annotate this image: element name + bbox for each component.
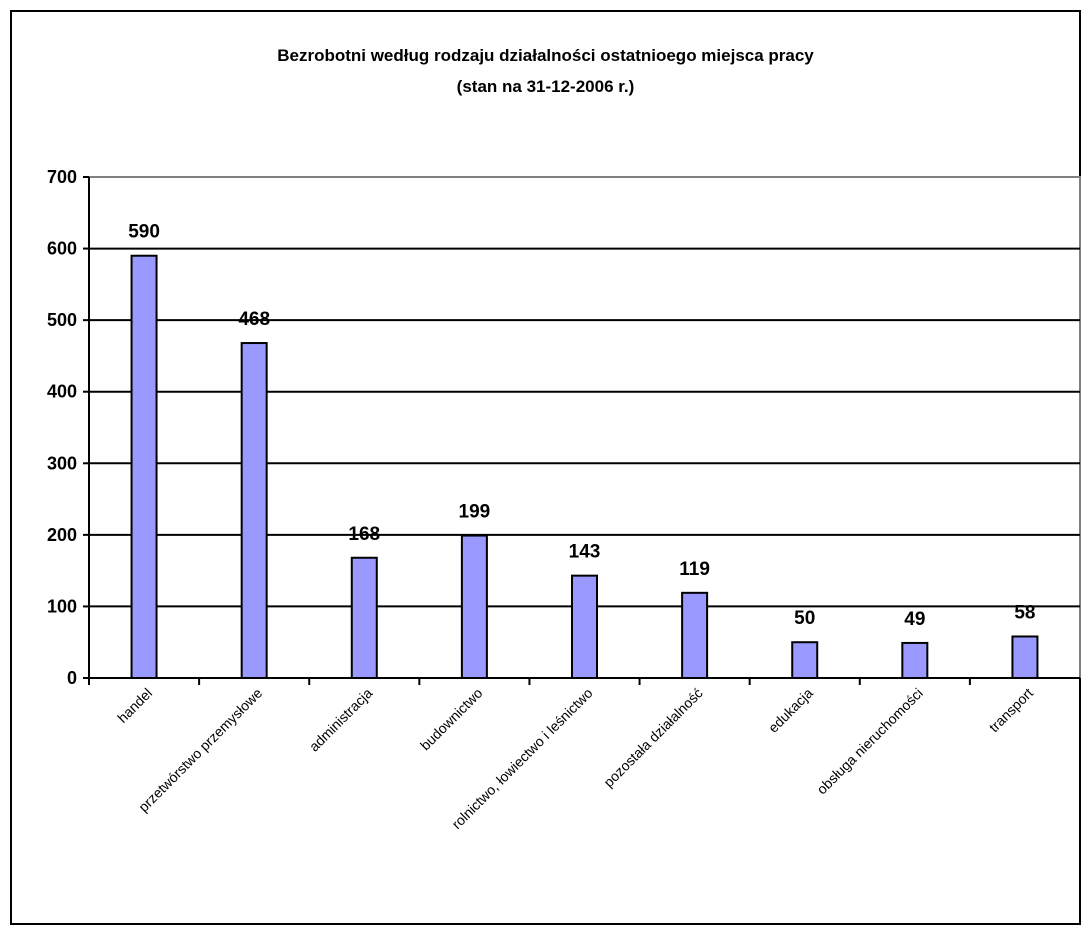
x-category-label: edukacja [765, 685, 816, 736]
bars [130, 254, 1039, 680]
x-category-label: przetwórstwo przemysłowe [135, 685, 265, 815]
x-category-label: obsługa nieruchomości [813, 685, 926, 798]
bar [681, 591, 709, 680]
chart-title: Bezrobotni według rodzaju działalności o… [277, 46, 814, 65]
bar [901, 641, 929, 679]
y-tick-label: 100 [47, 596, 77, 616]
data-label: 590 [128, 222, 160, 243]
bar [1011, 635, 1039, 680]
data-label: 58 [1014, 602, 1035, 623]
y-tick-label: 500 [47, 310, 77, 330]
y-tick-label: 600 [47, 239, 77, 259]
bar [571, 574, 598, 679]
data-label: 49 [904, 609, 925, 630]
data-label: 468 [238, 309, 270, 330]
y-axis-ticks: 0 100 200 300 400 500 600 700 [47, 167, 89, 688]
bar [791, 641, 819, 680]
x-category-label: budownictwo [417, 685, 486, 754]
chart-frame [10, 10, 1081, 925]
data-labels: 590 468 168 199 143 119 50 49 58 [128, 222, 1035, 630]
chart-subtitle: (stan na 31-12-2006 r.) [456, 77, 635, 96]
data-label: 119 [679, 559, 710, 580]
bar [350, 556, 378, 680]
y-tick-label: 400 [47, 382, 77, 402]
y-tick-label: 0 [67, 668, 77, 688]
x-category-label: handel [114, 685, 155, 726]
y-tick-label: 200 [47, 525, 77, 545]
data-label: 168 [348, 524, 380, 545]
y-tick-label: 300 [47, 453, 77, 473]
data-label: 199 [459, 502, 491, 523]
y-tick-label: 700 [47, 167, 77, 187]
x-category-label: administracja [306, 685, 376, 755]
x-category-label: transport [986, 685, 1036, 735]
x-category-label: pozostała działalność [600, 685, 705, 790]
bar [240, 342, 268, 679]
bar [130, 254, 158, 679]
axes [88, 177, 1080, 679]
data-label: 50 [794, 608, 815, 629]
bar [460, 534, 488, 680]
data-label: 143 [569, 542, 601, 563]
